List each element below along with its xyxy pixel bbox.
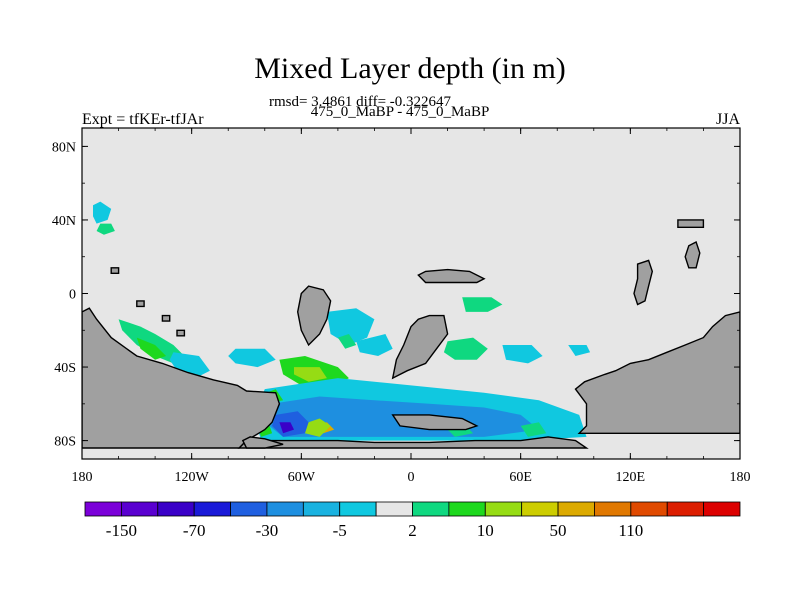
land-africa xyxy=(391,314,449,380)
colorbar-box xyxy=(412,501,450,517)
colorbar-box xyxy=(703,501,741,517)
stats-line: rmsd= 3.4861 diff= -0.322647 xyxy=(268,94,452,110)
anomaly-patch xyxy=(93,201,112,224)
colorbar-box xyxy=(230,501,268,517)
y-tick-label: 40N xyxy=(52,214,76,229)
x-tick-label: 0 xyxy=(408,470,415,485)
colorbar-label: 2 xyxy=(408,521,417,540)
colorbar-box xyxy=(521,501,559,517)
x-tick-label: 180 xyxy=(72,470,93,485)
x-tick-label: 120E xyxy=(616,470,646,485)
land-northeast-box xyxy=(677,219,705,229)
colorbar-label: -5 xyxy=(333,521,347,540)
y-tick-label: 40S xyxy=(54,361,76,376)
colorbar-box xyxy=(157,501,195,517)
x-tick-label: 180 xyxy=(730,470,751,485)
colorbar-box xyxy=(448,501,486,517)
land-antarctica-strip xyxy=(237,436,589,449)
land-east-strip-b xyxy=(684,241,701,269)
land-north-island xyxy=(417,268,486,284)
land-islet-4 xyxy=(176,329,186,337)
x-tick-label: 120W xyxy=(175,470,210,485)
y-tick-label: 80S xyxy=(54,435,76,450)
colorbar-box xyxy=(594,501,632,517)
land-islet-1 xyxy=(110,267,120,274)
land-australia-east xyxy=(574,311,740,434)
anomaly-patch xyxy=(462,297,503,312)
land-antarctic-central-blob xyxy=(391,414,479,431)
colorbar-label: -30 xyxy=(256,521,279,540)
land-islet-3 xyxy=(161,314,171,322)
experiment-label: Expt = tfKEr-tfJAr xyxy=(82,111,204,128)
land-islet-2 xyxy=(136,300,145,308)
anomaly-patch xyxy=(520,422,547,437)
anomaly-patch xyxy=(443,337,488,360)
season-label: JJA xyxy=(715,111,740,128)
anomaly-patch xyxy=(96,223,115,235)
land-west-island xyxy=(296,285,332,347)
anomaly-patch xyxy=(337,334,357,349)
colorbar-box xyxy=(666,501,705,517)
colorbar-box xyxy=(120,501,159,517)
plot-title: Mixed Layer depth (in m) xyxy=(254,52,566,85)
anomaly-patch xyxy=(305,418,331,437)
anomaly-patch xyxy=(568,345,591,356)
anomaly-patch xyxy=(326,308,375,345)
colorbar-box xyxy=(302,501,341,517)
colorbar-label: -150 xyxy=(106,521,137,540)
colorbar-label: -70 xyxy=(183,521,206,540)
anomaly-patch xyxy=(356,334,393,356)
colorbar-label: 110 xyxy=(618,521,643,540)
anomaly-patch xyxy=(502,345,543,364)
x-tick-label: 60W xyxy=(288,470,316,485)
colorbar: -150 -70 -30 -5 2 10 50 110 xyxy=(84,501,741,540)
land-antarctic-west-blob xyxy=(241,436,284,449)
colorbar-box xyxy=(266,501,304,517)
colorbar-box xyxy=(557,501,595,517)
anomaly-patch xyxy=(228,348,276,368)
colorbar-box xyxy=(484,501,523,517)
map-area xyxy=(81,127,741,460)
colorbar-box xyxy=(339,501,377,517)
anomaly-patch xyxy=(294,367,327,382)
y-tick-label: 80N xyxy=(52,140,76,155)
colorbar-label: 10 xyxy=(477,521,494,540)
colorbar-box xyxy=(84,501,122,517)
land-east-strip-a xyxy=(633,259,654,306)
plot-subtitle: 475_0_MaBP - 475_0_MaBP xyxy=(310,104,490,120)
colorbar-box xyxy=(375,501,413,517)
y-tick-label: 0 xyxy=(69,288,76,303)
colorbar-box xyxy=(630,501,668,517)
anomaly-patch xyxy=(279,422,294,434)
axis-ticks: 180 120W 60W 0 60E 120E 180 80N 40N 0 40S 80S xyxy=(52,128,751,485)
colorbar-box xyxy=(193,501,231,517)
anomaly-patch xyxy=(136,337,167,360)
anomaly-patch xyxy=(118,319,185,364)
colorbar-label: 50 xyxy=(550,521,567,540)
x-tick-label: 60E xyxy=(509,470,532,485)
